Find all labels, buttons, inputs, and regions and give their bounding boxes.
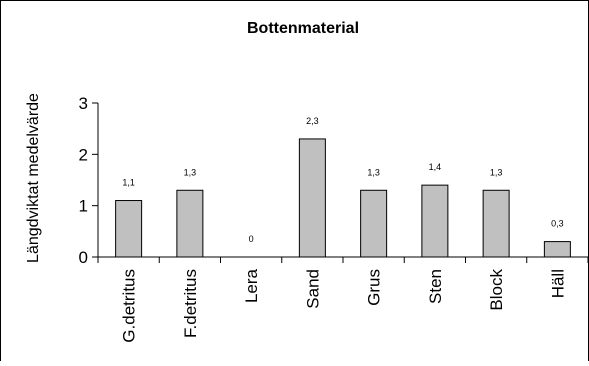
x-tick-label: Häll [548, 269, 567, 298]
x-tick-label: F.detritus [181, 269, 200, 338]
data-label: 1,3 [184, 167, 197, 177]
bar [360, 189, 388, 258]
x-tick-label: Sten [426, 269, 445, 304]
data-label: 1,3 [367, 167, 380, 177]
chart-title: Bottenmaterial [247, 20, 359, 37]
y-axis-label: Längdviktat medelvärde [25, 93, 42, 263]
x-tick-label: Lera [242, 268, 261, 303]
x-tick-label: Block [487, 269, 506, 311]
x-tick-label: Sand [303, 269, 322, 309]
data-label: 1,3 [490, 167, 503, 177]
bar [176, 189, 204, 258]
bar [298, 138, 326, 258]
y-tick-label: 2 [79, 145, 88, 164]
x-tick-label: G.detritus [120, 269, 139, 343]
x-tick-label: Grus [365, 269, 384, 306]
bar [482, 189, 510, 258]
bar [115, 200, 143, 258]
bar [421, 184, 449, 258]
data-label: 1,1 [122, 178, 135, 188]
y-tick-label: 1 [79, 197, 88, 216]
data-label: 0,3 [551, 219, 564, 229]
y-tick-label: 0 [79, 248, 88, 267]
data-label: 2,3 [306, 116, 319, 126]
y-tick-label: 3 [79, 94, 88, 113]
bar [543, 241, 571, 258]
data-label: 1,4 [429, 162, 442, 172]
plot-area: 0 1 2 3 1,1 G.detritus 1,3 F.detritus 0 Lera 2,3 Sa… [79, 94, 589, 343]
data-label: 0 [249, 234, 254, 244]
